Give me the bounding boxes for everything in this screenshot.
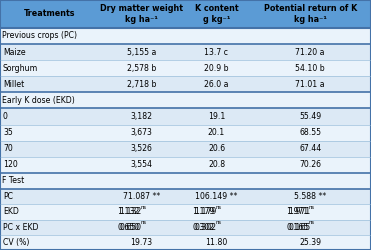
Text: 13.7 c: 13.7 c [204, 48, 229, 56]
Text: 0.650: 0.650 [119, 223, 142, 232]
Text: 11.80: 11.80 [206, 238, 227, 247]
Text: 0.302: 0.302 [193, 223, 214, 232]
Text: 19.73: 19.73 [131, 238, 152, 247]
Text: 71.20 a: 71.20 a [295, 48, 325, 56]
Text: Maize: Maize [3, 48, 26, 56]
Text: 120: 120 [3, 160, 18, 169]
Text: 1.971: 1.971 [288, 208, 310, 216]
Text: 19.1: 19.1 [208, 112, 225, 121]
Text: 0: 0 [3, 112, 8, 121]
Text: 0.165: 0.165 [286, 223, 308, 232]
Text: PC: PC [3, 192, 13, 201]
Text: 2,718 b: 2,718 b [127, 80, 156, 89]
Text: Potential return of K
kg ha⁻¹: Potential return of K kg ha⁻¹ [263, 4, 357, 24]
Text: ns: ns [215, 220, 221, 225]
Text: 20.1: 20.1 [208, 128, 225, 137]
Text: 70.26: 70.26 [299, 160, 321, 169]
Text: 3,182: 3,182 [131, 112, 152, 121]
Text: 3,526: 3,526 [131, 144, 152, 153]
Text: 5,155 a: 5,155 a [127, 48, 156, 56]
Text: Previous crops (PC): Previous crops (PC) [2, 32, 77, 40]
Bar [0, 220, 371, 235]
Text: 0.165: 0.165 [288, 223, 310, 232]
Text: 55.49: 55.49 [299, 112, 321, 121]
Text: Treatments: Treatments [24, 10, 75, 18]
Text: ns: ns [215, 205, 221, 210]
Bar [0, 157, 371, 173]
Text: 54.10 b: 54.10 b [295, 64, 325, 73]
Bar [0, 235, 371, 250]
Text: 0.650: 0.650 [118, 223, 139, 232]
Bar [0, 44, 371, 60]
Bar [0, 189, 371, 204]
Bar [0, 124, 371, 141]
Text: Dry matter weight
kg ha⁻¹: Dry matter weight kg ha⁻¹ [100, 4, 183, 24]
Text: 20.9 b: 20.9 b [204, 64, 229, 73]
Text: 3,554: 3,554 [131, 160, 152, 169]
Text: PC x EKD: PC x EKD [3, 223, 39, 232]
Text: 25.39: 25.39 [299, 238, 321, 247]
Text: 26.0 a: 26.0 a [204, 80, 229, 89]
Text: 3,673: 3,673 [131, 128, 152, 137]
Text: 1.179: 1.179 [194, 208, 216, 216]
Text: 20.8: 20.8 [208, 160, 225, 169]
Bar [0, 204, 371, 220]
Bar [0, 173, 371, 189]
Text: CV (%): CV (%) [3, 238, 29, 247]
Text: EKD: EKD [3, 208, 19, 216]
Text: 1.179: 1.179 [192, 208, 214, 216]
Text: 0.302: 0.302 [194, 223, 216, 232]
Bar [0, 141, 371, 157]
Text: Early K dose (EKD): Early K dose (EKD) [2, 96, 75, 105]
Text: F Test: F Test [2, 176, 24, 186]
Text: 106.149 **: 106.149 ** [195, 192, 238, 201]
Text: 71.01 a: 71.01 a [295, 80, 325, 89]
Text: Millet: Millet [3, 80, 24, 89]
Text: ns: ns [309, 220, 315, 225]
Text: 20.6: 20.6 [208, 144, 225, 153]
Text: ns: ns [140, 220, 147, 225]
Text: 71.087 **: 71.087 ** [123, 192, 160, 201]
Text: 1.971: 1.971 [286, 208, 308, 216]
Bar [0, 76, 371, 92]
Bar [0, 0, 371, 28]
Text: 67.44: 67.44 [299, 144, 321, 153]
Bar [0, 28, 371, 44]
Text: Sorghum: Sorghum [3, 64, 38, 73]
Text: 1.132: 1.132 [119, 208, 142, 216]
Bar [0, 60, 371, 76]
Text: 5.588 **: 5.588 ** [294, 192, 326, 201]
Text: 2,578 b: 2,578 b [127, 64, 156, 73]
Text: ns: ns [309, 205, 315, 210]
Text: 1.132: 1.132 [117, 208, 139, 216]
Text: ns: ns [140, 205, 147, 210]
Text: 70: 70 [3, 144, 13, 153]
Bar [0, 92, 371, 108]
Text: K content
g kg⁻¹: K content g kg⁻¹ [195, 4, 238, 24]
Text: 68.55: 68.55 [299, 128, 321, 137]
Bar [0, 108, 371, 124]
Text: 35: 35 [3, 128, 13, 137]
